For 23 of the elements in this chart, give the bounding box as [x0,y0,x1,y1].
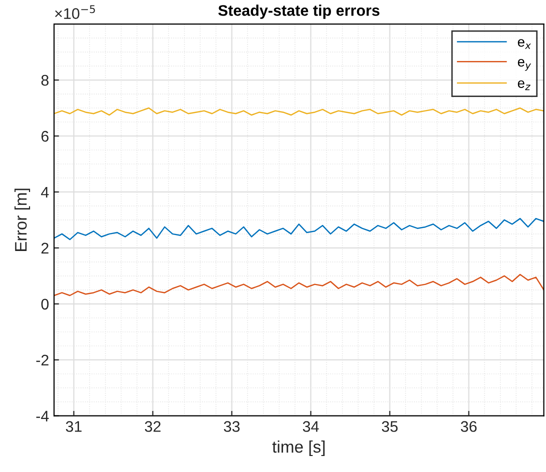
y-tick-label: -2 [36,354,48,366]
y-axis-title: Error [m] [14,188,30,251]
text: ×10$^{−5}$ [55,5,95,19]
y-tick-label: 2 [41,242,48,254]
y-tick-label: 6 [41,130,49,142]
x-tick-label: 34 [302,421,319,432]
x-tick-label: 32 [144,421,161,432]
y-tick-label: -4 [36,410,49,422]
line-series [54,218,544,240]
legend-label: e$_{z}$ [518,80,530,90]
x-tick-label: 35 [382,421,398,432]
y-tick-label: 0 [41,298,49,310]
legend-label: e$_{x}$ [518,39,531,49]
y-tick-label: 4 [41,186,49,198]
y-tick-label: 8 [41,74,49,86]
x-tick-label: 36 [460,421,477,432]
line-series [54,274,544,296]
chart-title: Steady-state tip errors [218,4,380,19]
x-tick-label: 31 [66,421,82,432]
x-axis-title: time [s] [272,440,325,456]
line-series [54,107,544,116]
legend-label: e$_{y}$ [518,59,532,71]
x-tick-label: 33 [224,421,240,432]
